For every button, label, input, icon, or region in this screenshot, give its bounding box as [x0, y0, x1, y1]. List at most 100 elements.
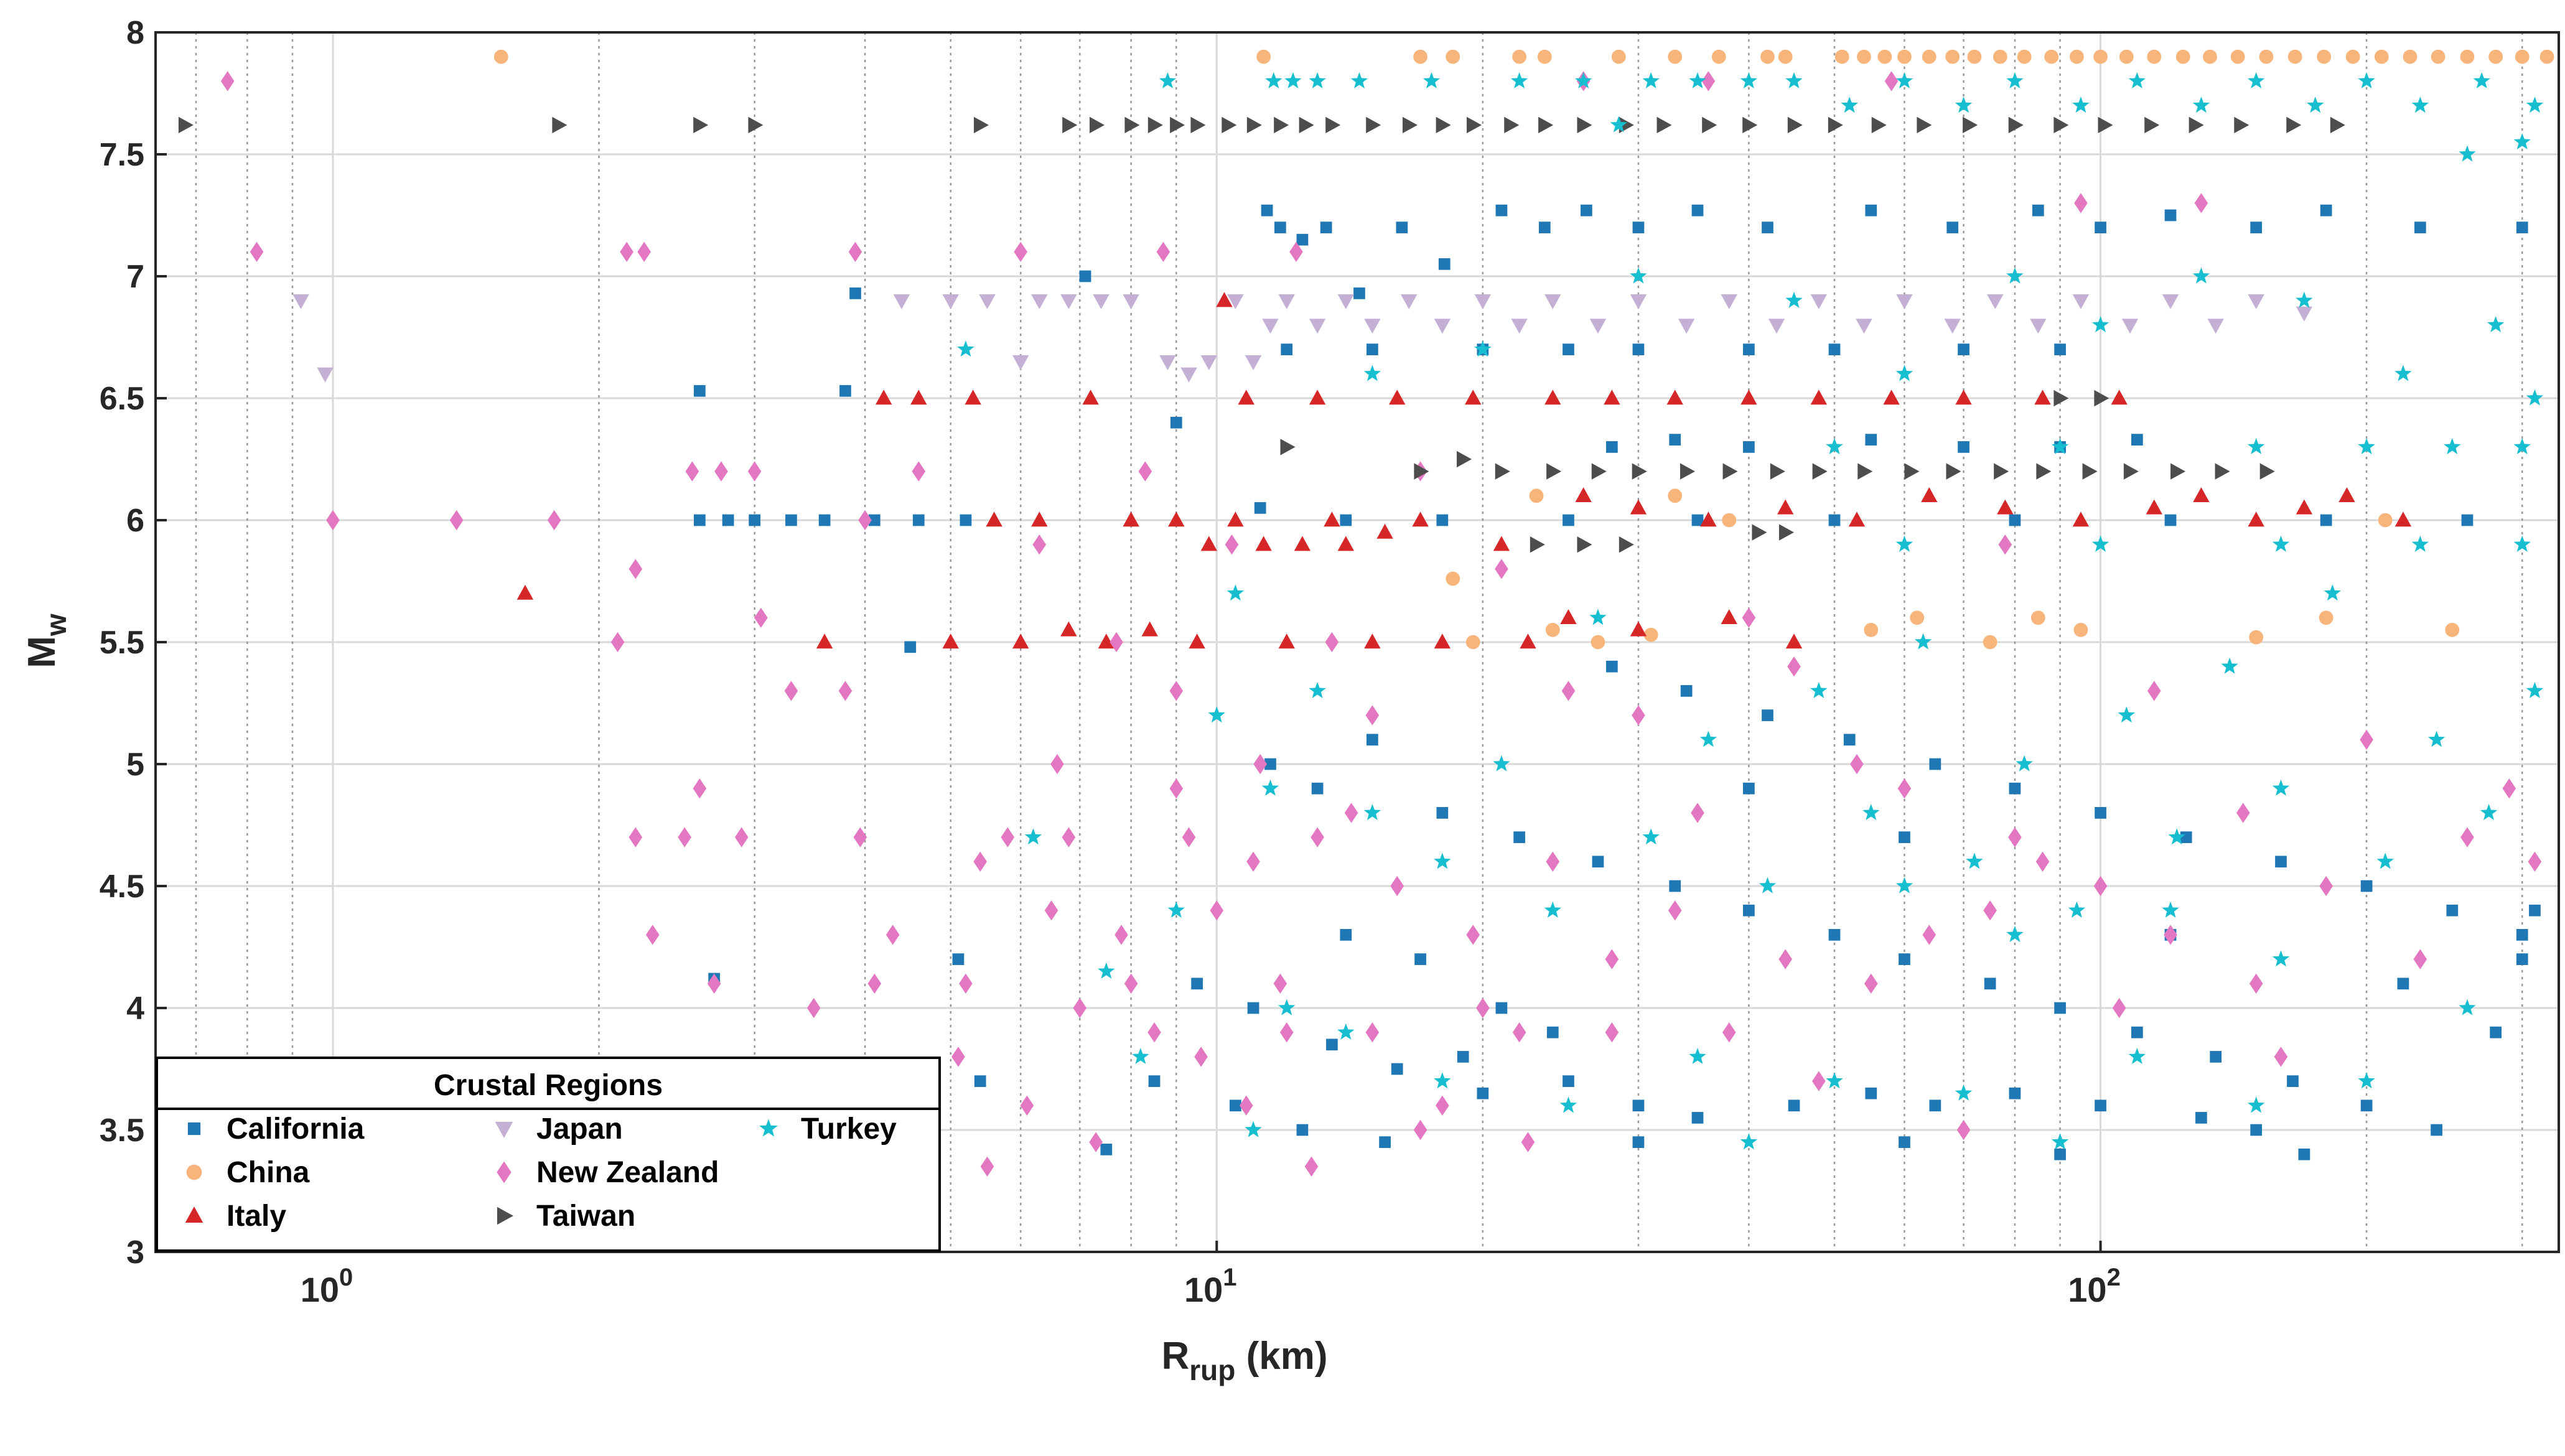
data-point: [1521, 1132, 1535, 1152]
data-point: [1788, 1099, 1800, 1112]
data-point: [1810, 682, 1828, 699]
data-point: [1611, 49, 1626, 64]
data-point: [747, 461, 762, 482]
data-point: [1504, 116, 1520, 134]
legend-marker: [185, 1206, 203, 1223]
data-point: [2358, 1072, 2375, 1089]
data-point: [2098, 116, 2113, 134]
data-point: [1632, 705, 1645, 726]
data-point: [1350, 72, 1368, 89]
data-point: [1414, 463, 1429, 480]
data-point: [1400, 294, 1418, 309]
data-point: [2036, 463, 2052, 480]
data-point: [2128, 1048, 2146, 1065]
data-point: [2250, 1124, 2263, 1136]
data-point: [1495, 463, 1510, 480]
data-point: [2460, 827, 2474, 847]
data-point: [1423, 72, 1441, 89]
data-point: [1589, 319, 1607, 334]
data-point: [1100, 1144, 1113, 1155]
data-point: [2446, 904, 2459, 917]
legend-label: Japan: [536, 1113, 623, 1146]
data-point: [1261, 204, 1273, 217]
data-point: [1278, 633, 1295, 649]
data-point: [2118, 706, 2135, 723]
data-point: [1899, 831, 1910, 843]
data-point: [2054, 343, 2066, 355]
data-point: [1669, 880, 1681, 892]
data-point: [693, 778, 707, 799]
data-point: [1721, 609, 1737, 624]
data-point: [694, 385, 706, 397]
data-point: [1538, 116, 1554, 134]
data-point: [893, 294, 910, 309]
data-point: [2528, 851, 2542, 872]
data-point: [1642, 828, 1660, 845]
data-point: [2411, 96, 2429, 113]
data-point: [1168, 511, 1185, 527]
data-point: [2411, 535, 2429, 552]
data-point: [1983, 900, 1997, 921]
data-point: [2093, 49, 2108, 64]
data-point: [1983, 635, 1997, 650]
data-point: [1363, 804, 1381, 821]
data-point: [620, 241, 633, 262]
data-point: [1194, 1047, 1208, 1067]
x-axis-label-main: R: [1161, 1335, 1189, 1378]
data-point: [1871, 116, 1887, 134]
data-point: [1147, 1022, 1161, 1043]
data-point: [1632, 222, 1645, 233]
data-point: [516, 584, 534, 600]
data-point: [749, 514, 761, 526]
data-point: [1589, 609, 1607, 625]
data-point: [2068, 901, 2086, 918]
data-point: [1910, 610, 1925, 625]
data-point: [1955, 96, 1973, 113]
data-point: [1169, 778, 1184, 799]
data-point: [1546, 463, 1562, 480]
data-point: [1436, 116, 1451, 134]
data-point: [818, 514, 831, 526]
data-point: [292, 294, 309, 309]
y-tick-label: 3.5: [100, 1113, 144, 1149]
y-tick-label: 6: [126, 503, 144, 539]
data-point: [1897, 49, 1912, 64]
data-point: [2539, 49, 2554, 64]
data-point: [1200, 355, 1218, 370]
data-point: [2164, 514, 2177, 526]
data-point: [1226, 584, 1245, 601]
data-point: [1216, 292, 1233, 307]
data-point: [1826, 438, 1843, 455]
data-point: [1768, 319, 1785, 334]
data-point: [1073, 997, 1087, 1019]
data-point: [2376, 852, 2394, 869]
data-point: [1563, 514, 1574, 526]
data-point: [1993, 49, 2007, 64]
data-point: [1929, 1099, 1941, 1112]
data-point: [1987, 294, 2004, 309]
data-point: [1264, 758, 1276, 770]
series-turkey: [957, 72, 2544, 1150]
data-point: [2175, 49, 2190, 64]
data-point: [1309, 390, 1326, 405]
data-point: [1610, 116, 1627, 133]
data-point: [1604, 390, 1620, 405]
data-point: [1711, 49, 1726, 64]
data-point: [2203, 49, 2217, 64]
data-point: [1180, 367, 1197, 383]
legend-marker: [186, 1164, 202, 1180]
data-point: [1632, 1099, 1645, 1112]
data-point: [2008, 827, 2022, 847]
data-point: [2414, 222, 2426, 233]
data-point: [2513, 535, 2531, 552]
data-point: [1632, 1136, 1645, 1148]
data-point: [1895, 877, 1913, 894]
data-point: [1493, 536, 1510, 551]
data-point: [2112, 997, 2126, 1019]
data-point: [2091, 535, 2109, 552]
data-point: [1147, 116, 1163, 134]
legend-entries: California China Italy Japan New Zealand Taiw…: [185, 1113, 897, 1233]
legend-item-california: California: [187, 1113, 365, 1146]
data-point: [628, 827, 643, 847]
data-point: [1546, 1026, 1559, 1038]
